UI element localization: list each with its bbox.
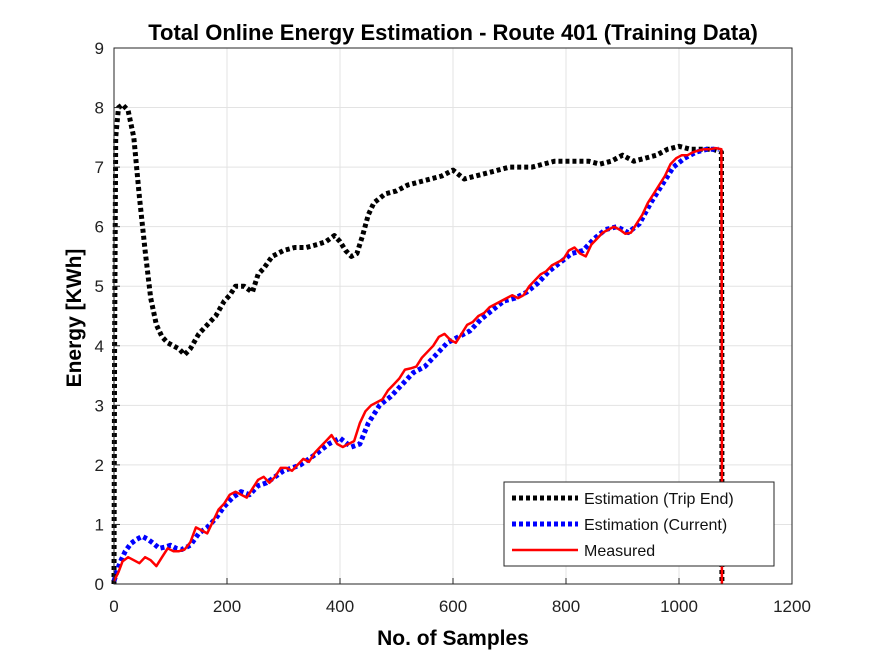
series-lines [111, 102, 725, 585]
y-tick-label: 6 [95, 218, 104, 237]
x-tick-label: 400 [326, 597, 354, 616]
axes-box [113, 47, 793, 585]
x-tick-label: 800 [552, 597, 580, 616]
y-tick-label: 0 [95, 575, 104, 594]
x-tick-label: 0 [109, 597, 118, 616]
series-line-3 [112, 146, 724, 584]
x-tick-label: 200 [213, 597, 241, 616]
y-tick-label: 9 [95, 39, 104, 58]
legend-label-2: Estimation (Current) [584, 517, 727, 534]
y-tick-label: 2 [95, 456, 104, 475]
y-axis-label: Energy [KWh] [63, 249, 86, 388]
y-tick-label: 8 [95, 99, 104, 118]
y-tick-label: 3 [95, 396, 104, 415]
axes: 0 200 400 600 800 1000 1200 0 1 2 3 4 5 6 7 8 9 [95, 39, 811, 616]
series-line-2 [111, 146, 719, 582]
y-tick-label: 5 [95, 277, 104, 296]
y-tick-label: 4 [95, 337, 104, 356]
y-tick-label: 7 [95, 158, 104, 177]
x-tick-label: 1200 [773, 597, 811, 616]
legend: Estimation (Trip End) Estimation (Current… [503, 481, 775, 567]
legend-label-1: Estimation (Trip End) [584, 491, 734, 508]
series-line-1 [111, 102, 725, 585]
x-tick-label: 1000 [660, 597, 698, 616]
chart-title: Total Online Energy Estimation - Route 4… [148, 20, 758, 45]
legend-label-3: Measured [584, 543, 655, 560]
y-tick-label: 1 [95, 515, 104, 534]
x-tick-label: 600 [439, 597, 467, 616]
x-axis-label: No. of Samples [377, 627, 529, 650]
grid [113, 47, 793, 585]
